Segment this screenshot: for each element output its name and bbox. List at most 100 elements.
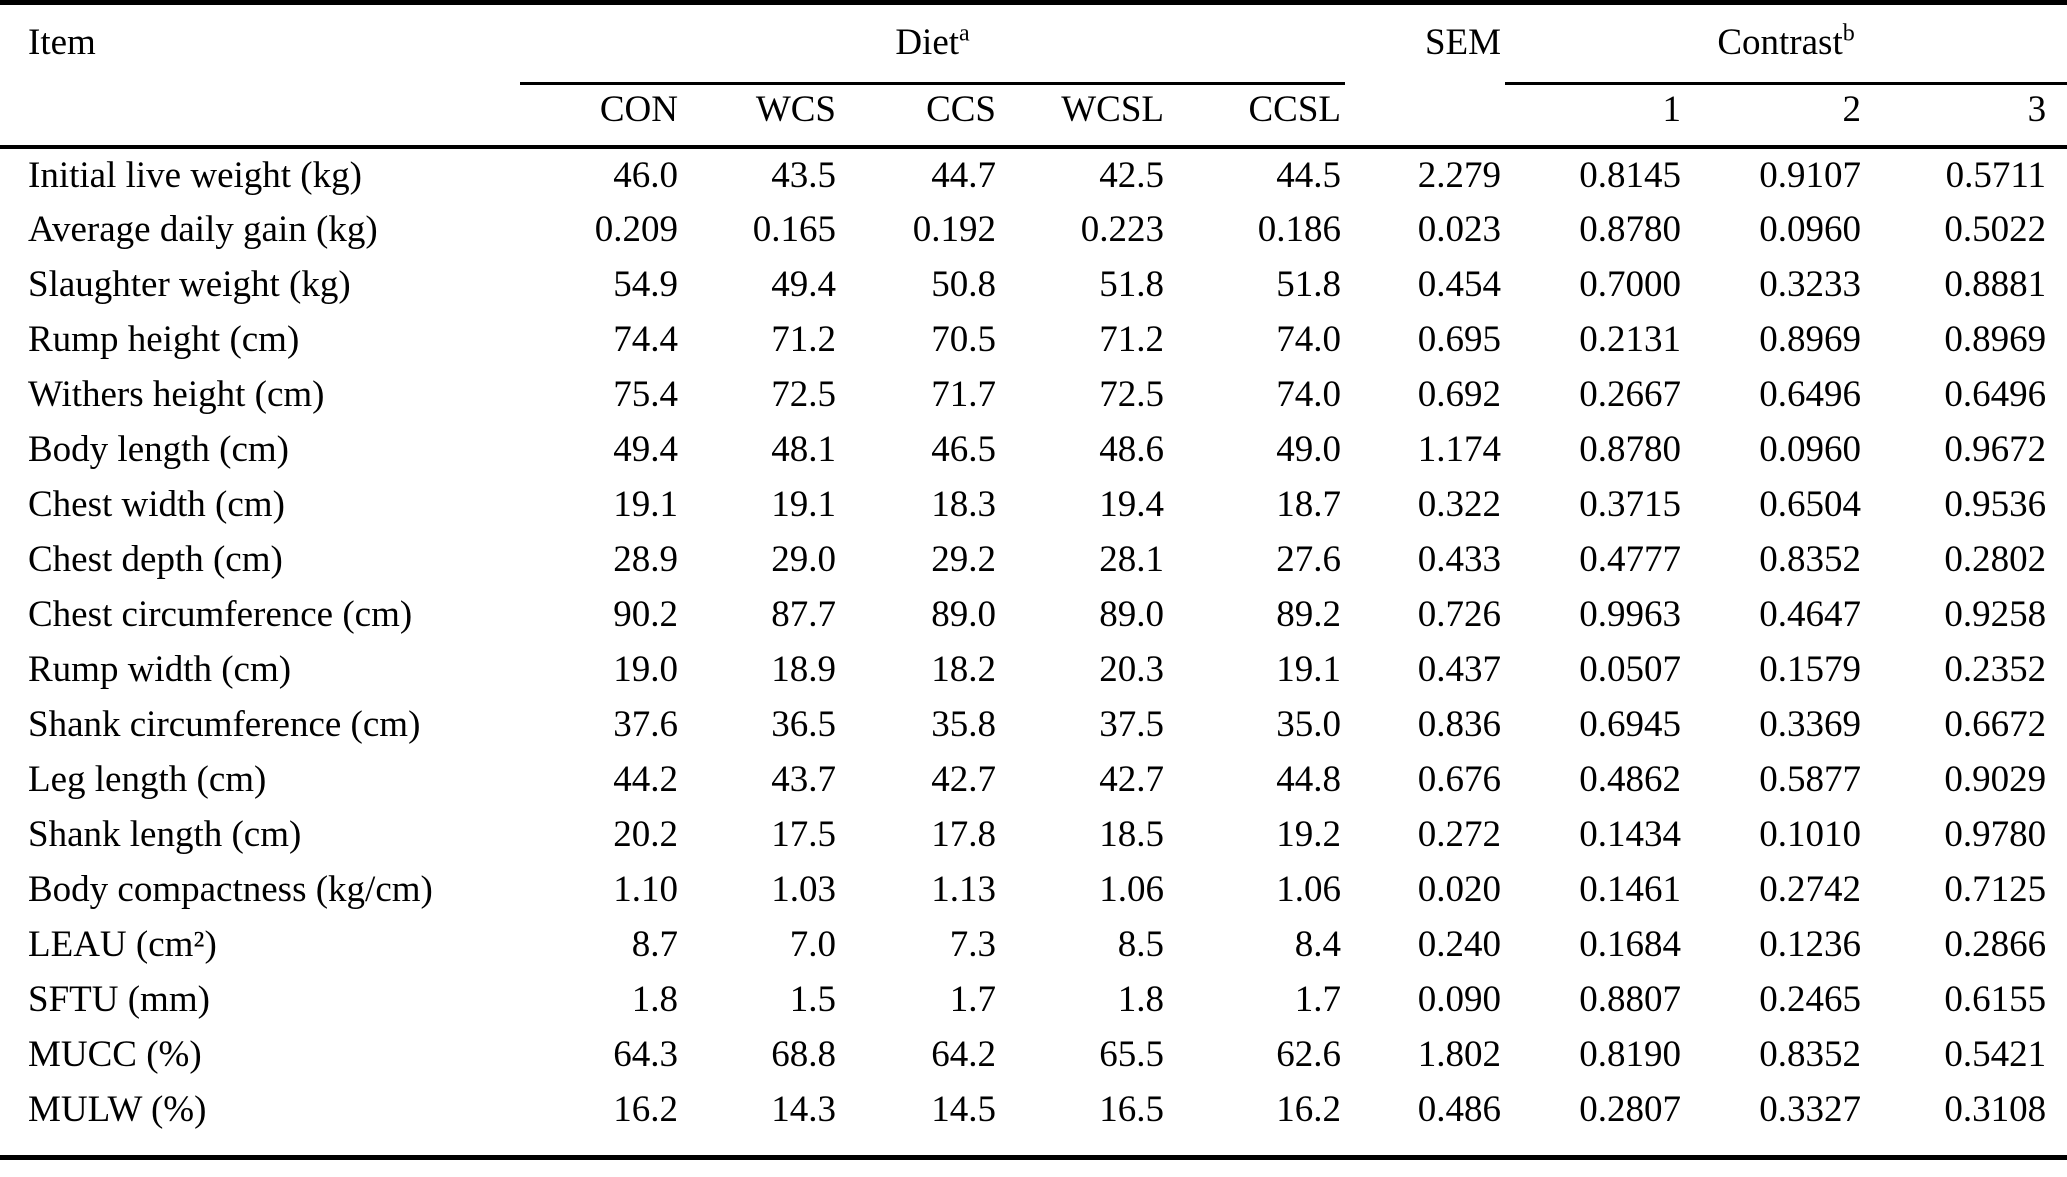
value-cell: 1.06	[1276, 869, 1342, 910]
value-cell: 0.2742	[1759, 869, 1862, 910]
value-cell: 0.4777	[1579, 539, 1682, 580]
value-cell: 49.4	[613, 429, 678, 470]
table-row: Leg length (cm) 44.2 43.7 42.7 42.7 44.8…	[0, 752, 2067, 807]
value-cell: 74.0	[1276, 319, 1342, 360]
value-cell: 0.9107	[1759, 155, 1862, 196]
value-cell: 48.6	[1099, 429, 1164, 470]
value-cell: 0.5711	[1945, 155, 2047, 196]
row-item-label: Rump height (cm)	[28, 319, 300, 360]
row-item-label: Average daily gain (kg)	[28, 209, 378, 250]
column-header-contrast-3: 3	[2027, 89, 2047, 131]
value-cell: 0.6945	[1579, 704, 1682, 745]
value-cell: 18.2	[931, 649, 996, 690]
value-cell: 68.8	[771, 1034, 836, 1075]
value-cell: 0.9258	[1944, 594, 2047, 635]
column-header-sem: SEM	[1424, 22, 1502, 63]
value-cell: 70.5	[931, 319, 996, 360]
table-row: SFTU (mm) 1.8 1.5 1.7 1.8 1.7 0.090 0.88…	[0, 972, 2067, 1027]
table-body: Initial live weight (kg) 46.0 43.5 44.7 …	[0, 147, 2067, 1137]
table-row: Shank length (cm) 20.2 17.5 17.8 18.5 19…	[0, 807, 2067, 862]
value-cell: 0.8352	[1759, 1034, 1862, 1075]
table-row: Average daily gain (kg) 0.209 0.165 0.19…	[0, 202, 2067, 257]
value-cell: 1.10	[613, 869, 678, 910]
value-cell: 19.4	[1099, 484, 1164, 525]
value-cell: 1.8	[1117, 979, 1164, 1020]
row-item-label: SFTU (mm)	[28, 979, 210, 1020]
value-cell: 62.6	[1276, 1034, 1342, 1075]
value-cell: 72.5	[1099, 374, 1164, 415]
value-cell: 46.5	[931, 429, 996, 470]
value-cell: 87.7	[771, 594, 836, 635]
header-row-columns: CON WCS CCS WCSL CCSL 1 2 3	[0, 83, 2067, 147]
column-header-ccs: CCS	[926, 89, 996, 131]
value-cell: 18.3	[931, 484, 996, 525]
value-cell: 27.6	[1276, 539, 1342, 580]
value-cell: 0.2866	[1944, 924, 2047, 965]
table-row: Rump width (cm) 19.0 18.9 18.2 20.3 19.1…	[0, 642, 2067, 697]
value-cell: 17.5	[771, 814, 836, 855]
column-header-item: Item	[28, 22, 96, 63]
column-group-contrast: Contrastb	[1505, 5, 2067, 85]
value-cell: 90.2	[613, 594, 678, 635]
value-cell: 0.433	[1417, 539, 1502, 580]
value-cell: 0.3327	[1759, 1089, 1862, 1130]
value-cell: 8.5	[1117, 924, 1164, 965]
value-cell: 0.322	[1417, 484, 1502, 525]
value-cell: 18.7	[1276, 484, 1342, 525]
value-cell: 0.9029	[1944, 759, 2047, 800]
value-cell: 0.2807	[1579, 1089, 1682, 1130]
table-row: Body length (cm) 49.4 48.1 46.5 48.6 49.…	[0, 422, 2067, 477]
value-cell: 44.8	[1276, 759, 1342, 800]
column-header-wcsl: WCSL	[1061, 89, 1164, 131]
value-cell: 0.692	[1417, 374, 1502, 415]
table-row: Shank circumference (cm) 37.6 36.5 35.8 …	[0, 697, 2067, 752]
value-cell: 0.6496	[1944, 374, 2047, 415]
table-row: Withers height (cm) 75.4 72.5 71.7 72.5 …	[0, 367, 2067, 422]
value-cell: 19.1	[613, 484, 678, 525]
value-cell: 0.3108	[1944, 1089, 2047, 1130]
value-cell: 44.5	[1276, 155, 1342, 196]
row-item-label: Shank circumference (cm)	[28, 704, 421, 745]
value-cell: 0.8190	[1579, 1034, 1682, 1075]
value-cell: 0.165	[752, 209, 836, 250]
row-item-label: Rump width (cm)	[28, 649, 292, 690]
value-cell: 7.3	[949, 924, 996, 965]
row-item-label: MUCC (%)	[28, 1034, 202, 1075]
value-cell: 0.9536	[1944, 484, 2047, 525]
contrast-footnote-marker: b	[1842, 20, 1855, 47]
value-cell: 8.7	[631, 924, 678, 965]
value-cell: 0.5421	[1944, 1034, 2047, 1075]
value-cell: 0.2465	[1759, 979, 1862, 1020]
value-cell: 43.5	[771, 155, 836, 196]
value-cell: 0.8145	[1579, 155, 1682, 196]
value-cell: 17.8	[931, 814, 996, 855]
row-item-label: Chest depth (cm)	[28, 539, 283, 580]
value-cell: 72.5	[771, 374, 836, 415]
value-cell: 20.2	[613, 814, 678, 855]
value-cell: 14.5	[931, 1089, 996, 1130]
value-cell: 0.2352	[1944, 649, 2047, 690]
value-cell: 64.3	[613, 1034, 678, 1075]
table-row: Rump height (cm) 74.4 71.2 70.5 71.2 74.…	[0, 312, 2067, 367]
value-cell: 37.6	[613, 704, 678, 745]
row-item-label: Body compactness (kg/cm)	[28, 869, 433, 910]
table-row: Body compactness (kg/cm) 1.10 1.03 1.13 …	[0, 862, 2067, 917]
value-cell: 18.9	[771, 649, 836, 690]
value-cell: 16.5	[1099, 1089, 1164, 1130]
value-cell: 37.5	[1099, 704, 1164, 745]
value-cell: 2.279	[1417, 155, 1502, 196]
value-cell: 19.1	[771, 484, 836, 525]
value-cell: 0.0960	[1759, 209, 1862, 250]
value-cell: 71.2	[771, 319, 836, 360]
value-cell: 0.437	[1417, 649, 1502, 690]
value-cell: 28.1	[1099, 539, 1164, 580]
value-cell: 42.5	[1099, 155, 1164, 196]
value-cell: 0.1579	[1759, 649, 1862, 690]
value-cell: 19.0	[613, 649, 678, 690]
value-cell: 1.06	[1099, 869, 1164, 910]
value-cell: 0.5022	[1944, 209, 2047, 250]
value-cell: 0.272	[1417, 814, 1502, 855]
table-row: Chest circumference (cm) 90.2 87.7 89.0 …	[0, 587, 2067, 642]
diet-footnote-marker: a	[959, 20, 970, 47]
